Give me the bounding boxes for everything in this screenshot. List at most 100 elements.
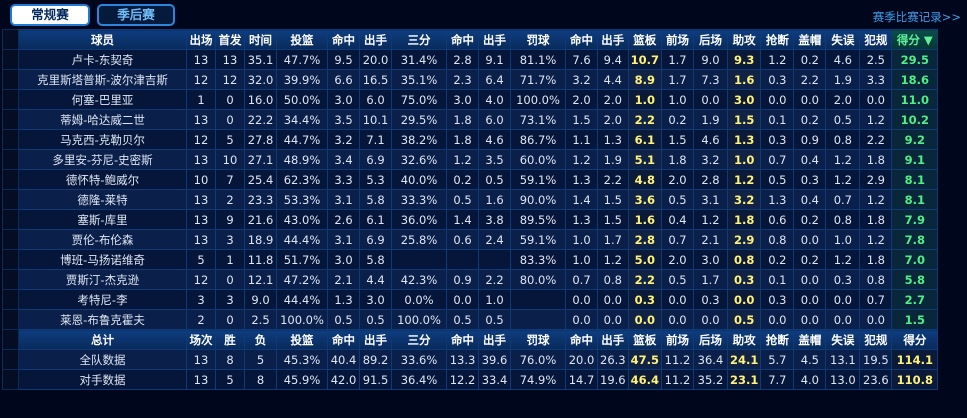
column-header[interactable]: 犯规	[859, 29, 893, 50]
stat-cell: 2.9	[859, 169, 893, 190]
stat-cell: 13	[186, 349, 216, 370]
stat-cell: 1.2	[825, 249, 861, 270]
column-header[interactable]: 后场	[692, 29, 728, 50]
player-name-link[interactable]: 博班-马扬诺维奇	[18, 249, 187, 270]
stat-cell: 1.4	[565, 189, 598, 210]
stat-cell: 2.9	[726, 229, 762, 250]
column-header[interactable]: 罚球	[510, 29, 566, 50]
column-header[interactable]: 命中	[327, 29, 360, 50]
stat-cell: 0.0	[692, 309, 728, 330]
column-header[interactable]: 失误	[825, 29, 861, 50]
stat-cell: 9.0	[692, 49, 728, 70]
stat-cell: 3.1	[327, 229, 360, 250]
table-row: 卢卡-东契奇 13 13 35.1 47.7% 9.5 20.0 31.4% 2.8 9.1 81.…	[2, 49, 939, 70]
stat-cell: 89.5%	[510, 209, 566, 230]
summary-row: 全队数据 13 8 5 45.3% 40.4 89.2 33.6% 13.3 39.6 76.0% 2…	[2, 349, 939, 370]
table-row: 德隆-莱特 13 2 23.3 53.3% 3.1 5.8 33.3% 0.5 1.6 90.0% 1…	[2, 189, 939, 210]
stat-cell: 5	[215, 129, 245, 150]
summary-column-header: 投篮	[276, 329, 328, 350]
stat-cell: 2.2	[793, 69, 827, 90]
stat-cell: 60.0%	[510, 149, 566, 170]
stat-cell: 44.7%	[276, 129, 328, 150]
stat-cell: 3.2	[692, 149, 728, 170]
stat-cell	[478, 249, 511, 270]
player-name-link[interactable]: 德怀特-鲍威尔	[18, 169, 187, 190]
stat-cell: 31.4%	[391, 49, 447, 70]
summary-label: 对手数据	[18, 369, 187, 390]
stat-cell: 0.3	[692, 289, 728, 310]
stat-cell: 33.6%	[391, 349, 447, 370]
stat-cell: 12.2	[446, 369, 479, 390]
tab-regular-season[interactable]: 常规赛	[10, 4, 90, 26]
stat-cell: 2.0	[660, 169, 694, 190]
stat-cell: 12.1	[244, 269, 277, 290]
stat-cell: 1.6	[726, 69, 762, 90]
stat-cell: 2	[215, 189, 245, 210]
stat-cell: 2.0	[660, 249, 694, 270]
column-header[interactable]: 得分 ▼	[891, 29, 939, 50]
stat-cell: 3.2	[327, 129, 360, 150]
column-header[interactable]: 出手	[478, 29, 511, 50]
column-header[interactable]: 盖帽	[793, 29, 827, 50]
player-name-link[interactable]: 莱恩-布鲁克霍夫	[18, 309, 187, 330]
stat-cell: 0.5	[327, 309, 360, 330]
stat-cell: 8.9	[627, 69, 662, 90]
player-name-link[interactable]: 卢卡-东契奇	[18, 49, 187, 70]
stat-cell: 0.8	[760, 229, 795, 250]
gutter-cell	[2, 49, 19, 70]
stat-cell: 5.7	[760, 349, 795, 370]
stat-cell: 13.0	[825, 369, 861, 390]
column-header: 球员	[18, 29, 187, 50]
summary-column-header: 三分	[391, 329, 447, 350]
table-row: 德怀特-鲍威尔 10 7 25.4 62.3% 3.3 5.3 40.0% 0.2 0.5 59.1…	[2, 169, 939, 190]
column-header[interactable]: 助攻	[726, 29, 762, 50]
table-row: 贾伦-布伦森 13 3 18.9 44.4% 3.1 6.9 25.8% 0.6 2.4 59.1%…	[2, 229, 939, 250]
stat-cell: 7.0	[891, 249, 939, 270]
stat-cell: 1.3	[565, 209, 598, 230]
column-header[interactable]: 出手	[359, 29, 392, 50]
player-name-link[interactable]: 何塞-巴里亚	[18, 89, 187, 110]
player-name-link[interactable]: 马克西-克勒贝尔	[18, 129, 187, 150]
stat-cell: 5.0	[627, 249, 662, 270]
column-header[interactable]: 首发	[215, 29, 245, 50]
column-header[interactable]: 篮板	[627, 29, 662, 50]
stat-cell: 0	[215, 269, 245, 290]
stat-cell: 2.2	[478, 269, 511, 290]
player-name-link[interactable]: 贾伦-布伦森	[18, 229, 187, 250]
column-header[interactable]: 命中	[446, 29, 479, 50]
stat-cell: 2.5	[859, 49, 893, 70]
player-name-link[interactable]: 考特尼-李	[18, 289, 187, 310]
stat-cell: 3.0	[446, 89, 479, 110]
player-name-link[interactable]: 塞斯-库里	[18, 209, 187, 230]
column-header[interactable]: 抢断	[760, 29, 795, 50]
column-header[interactable]: 时间	[244, 29, 277, 50]
stat-cell: 12	[186, 269, 216, 290]
column-header[interactable]: 出手	[597, 29, 629, 50]
stat-cell: 51.7%	[276, 249, 328, 270]
stat-cell: 1.2	[760, 49, 795, 70]
column-header[interactable]: 投篮	[276, 29, 328, 50]
summary-column-header: 场次	[186, 329, 216, 350]
stat-cell: 0.0	[565, 289, 598, 310]
table-row: 克里斯塔普斯-波尔津吉斯 12 12 32.0 39.9% 6.6 16.5 35.1% 2.3…	[2, 69, 939, 90]
stat-cell: 42.0	[327, 369, 360, 390]
stat-cell: 0.0	[793, 89, 827, 110]
column-header[interactable]: 出场	[186, 29, 216, 50]
column-header[interactable]: 命中	[565, 29, 598, 50]
stat-cell: 91.5	[359, 369, 392, 390]
gutter-cell	[2, 329, 19, 350]
stat-cell: 7.1	[359, 129, 392, 150]
column-header[interactable]: 前场	[660, 29, 694, 50]
column-header[interactable]: 三分	[391, 29, 447, 50]
stat-cell: 8.1	[891, 169, 939, 190]
stat-cell: 7.3	[692, 69, 728, 90]
summary-column-header: 助攻	[726, 329, 762, 350]
season-game-log-link[interactable]: 赛季比赛记录>>	[872, 10, 961, 24]
tab-playoffs[interactable]: 季后赛	[97, 4, 175, 26]
player-name-link[interactable]: 蒂姆-哈达威二世	[18, 109, 187, 130]
player-name-link[interactable]: 克里斯塔普斯-波尔津吉斯	[18, 69, 187, 90]
stat-cell: 1.9	[597, 149, 629, 170]
player-name-link[interactable]: 贾斯汀-杰克逊	[18, 269, 187, 290]
player-name-link[interactable]: 德隆-莱特	[18, 189, 187, 210]
player-name-link[interactable]: 多里安-芬尼-史密斯	[18, 149, 187, 170]
